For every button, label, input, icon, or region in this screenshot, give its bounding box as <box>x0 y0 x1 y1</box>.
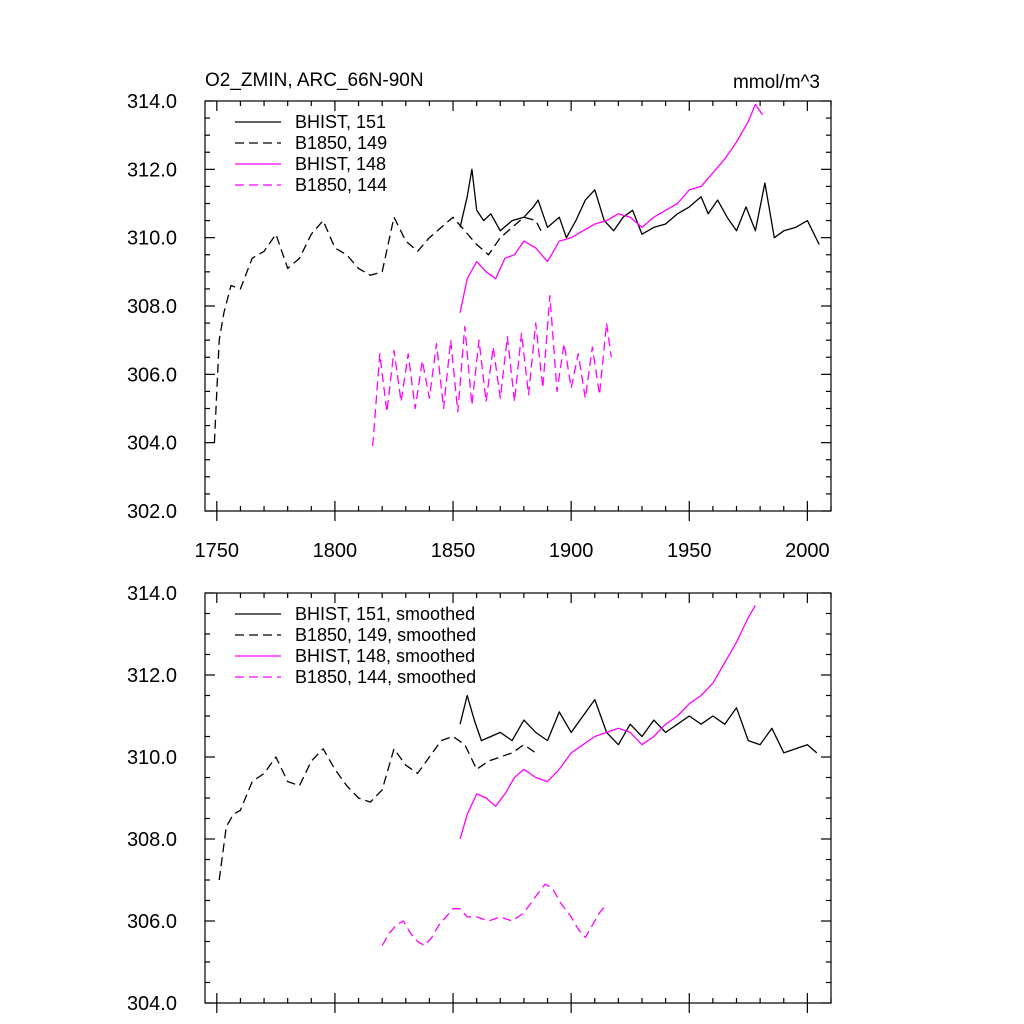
y-tick-label: 314.0 <box>127 583 177 605</box>
series-line-b1850-144-smoothed <box>381 883 608 947</box>
y-tick-label: 312.0 <box>127 665 177 687</box>
y-tick-label: 314.0 <box>127 91 177 113</box>
top-panel: O2_ZMIN, ARC_66N-90N mmol/m^3 1750 1800 18… <box>127 70 832 562</box>
chart-title: O2_ZMIN, ARC_66N-90N <box>205 70 424 91</box>
series-line-bhist-151-smoothed <box>459 694 818 754</box>
legend-label: BHIST, 151 <box>295 112 386 132</box>
legend-label: BHIST, 148, smoothed <box>295 646 475 666</box>
y-tick-label: 312.0 <box>127 159 177 181</box>
legend-label: B1850, 144, smoothed <box>295 667 476 687</box>
y-tick-label: 308.0 <box>127 296 177 318</box>
legend-label: B1850, 149 <box>295 133 387 153</box>
y-tick-label: 310.0 <box>127 747 177 769</box>
series-line-b1850-149-smoothed <box>218 735 537 881</box>
series-line-bhist-151 <box>459 168 820 245</box>
legend-label: BHIST, 148 <box>295 154 386 174</box>
series-line-bhist-148-smoothed <box>459 604 756 840</box>
x-tick-label: 1950 <box>667 540 712 562</box>
y-tick-label: 302.0 <box>127 501 177 523</box>
x-tick-label: 1900 <box>549 540 594 562</box>
y-tick-label: 310.0 <box>127 228 177 250</box>
y-tick-label: 308.0 <box>127 829 177 851</box>
series-line-bhist-148 <box>459 103 764 313</box>
x-tick-label: 1850 <box>431 540 476 562</box>
series-line-b1850-144 <box>372 295 612 447</box>
x-tick-label: 1800 <box>313 540 358 562</box>
y-tick-label: 306.0 <box>127 911 177 933</box>
units-label: mmol/m^3 <box>733 72 820 93</box>
bottom-panel: 304.0 306.0 308.0 310.0 312.0 314.0 BHIST, 151… <box>127 583 832 1015</box>
y-tick-label: 304.0 <box>127 433 177 455</box>
y-tick-label: 306.0 <box>127 364 177 386</box>
x-tick-label: 2000 <box>785 540 830 562</box>
legend-label: B1850, 149, smoothed <box>295 625 476 645</box>
legend-label: B1850, 144 <box>295 175 387 195</box>
series-line-b1850-149 <box>213 216 544 443</box>
legend-label: BHIST, 151, smoothed <box>295 604 475 624</box>
y-tick-label: 304.0 <box>127 993 177 1015</box>
x-tick-label: 1750 <box>195 540 240 562</box>
